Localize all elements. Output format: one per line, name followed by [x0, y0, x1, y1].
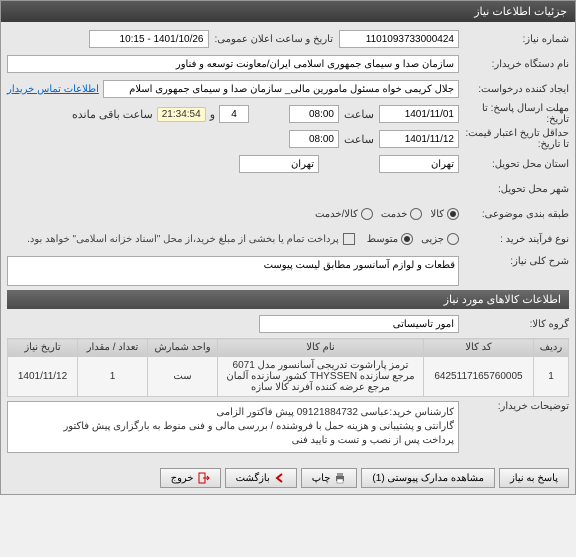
category-service-radio[interactable]: خدمت [381, 208, 423, 220]
remaining-days-input [219, 105, 249, 123]
th-code: کد کالا [424, 339, 534, 357]
window-titlebar: جزئیات اطلاعات نیاز [1, 1, 575, 22]
deadline-time-input [289, 105, 339, 123]
radio-icon [410, 208, 422, 220]
contact-link[interactable]: اطلاعات تماس خریدار [7, 84, 99, 95]
button-bar: پاسخ به نیاز مشاهده مدارک پیوستی (1) چاپ… [1, 462, 575, 494]
form-content: شماره نیاز: تاریخ و ساعت اعلان عمومی: نا… [1, 22, 575, 462]
main-window: جزئیات اطلاعات نیاز شماره نیاز: تاریخ و … [0, 0, 576, 495]
category-goods-service-radio[interactable]: کالا/خدمت [315, 208, 373, 220]
announce-datetime-label: تاریخ و ساعت اعلان عمومی: [209, 34, 340, 45]
payment-checkbox[interactable] [343, 233, 355, 245]
exit-icon [198, 472, 210, 484]
validity-label: حداقل تاریخ اعتبار قیمت: تا تاریخ: [459, 128, 569, 150]
remarks-label: توضیحات خریدار: [459, 401, 569, 412]
buyer-org-input [7, 55, 459, 73]
general-desc-textarea: قطعات و لوازم آسانسور مطابق لیست پیوست [7, 256, 459, 286]
radio-icon [361, 208, 373, 220]
general-desc-label: شرح کلی نیاز: [459, 256, 569, 267]
deadline-time-label: ساعت [339, 108, 379, 121]
requester-input [103, 80, 459, 98]
td-code: 6425117165760005 [424, 357, 534, 397]
print-button[interactable]: چاپ [301, 468, 358, 488]
td-date: 1401/11/12 [8, 357, 78, 397]
td-name: ترمز پاراشوت تدریجی آسانسور مدل 6071 مرج… [218, 357, 424, 397]
back-button[interactable]: بازگشت [225, 468, 297, 488]
td-unit: ست [148, 357, 218, 397]
th-date: تاریخ نیاز [8, 339, 78, 357]
goods-info-header: اطلاعات کالاهای مورد نیاز [7, 290, 569, 309]
deadline-label: مهلت ارسال پاسخ: تا تاریخ: [459, 103, 569, 125]
remarks-line2: گارانتی و پشتیبانی و هزینه حمل با فروشند… [12, 420, 454, 434]
th-name: نام کالا [218, 339, 424, 357]
payment-note: پرداخت تمام یا بخشی از مبلغ خرید،از محل … [27, 234, 339, 245]
delivery-city-label: شهر محل تحویل: [459, 184, 569, 195]
buyer-org-label: نام دستگاه خریدار: [459, 59, 569, 70]
remaining-sep: و [206, 108, 219, 121]
remaining-suffix: ساعت باقی مانده [72, 108, 157, 121]
th-unit: واحد شمارش [148, 339, 218, 357]
td-qty: 1 [78, 357, 148, 397]
validity-time-label: ساعت [339, 133, 379, 146]
remaining-time: 21:34:54 [157, 107, 206, 122]
need-number-label: شماره نیاز: [459, 34, 569, 45]
category-label: طبقه بندی موضوعی: [459, 209, 569, 220]
validity-date-input [379, 130, 459, 148]
category-goods-radio[interactable]: کالا [430, 208, 459, 220]
remarks-box: کارشناس خرید:عباسی 09121884732 پیش فاکتو… [7, 401, 459, 453]
back-icon [274, 472, 286, 484]
attachments-button[interactable]: مشاهده مدارک پیوستی (1) [361, 468, 495, 488]
radio-icon [447, 233, 459, 245]
table-header-row: ردیف کد کالا نام کالا واحد شمارش تعداد /… [8, 339, 569, 357]
print-icon [334, 472, 346, 484]
process-type-label: نوع فرآیند خرید : [459, 234, 569, 245]
radio-icon [401, 233, 413, 245]
location-province-input [379, 155, 459, 173]
location-label: استان محل تحویل: [459, 159, 569, 170]
th-qty: تعداد / مقدار [78, 339, 148, 357]
process-medium-radio[interactable]: متوسط [367, 233, 413, 245]
remarks-line1: کارشناس خرید:عباسی 09121884732 پیش فاکتو… [12, 406, 454, 420]
process-radio-group: جزیی متوسط [367, 233, 459, 245]
exit-button[interactable]: خروج [160, 468, 221, 488]
table-row[interactable]: 1 6425117165760005 ترمز پاراشوت تدریجی آ… [8, 357, 569, 397]
goods-group-label: گروه کالا: [459, 319, 569, 330]
remarks-line3: پرداخت پس از نصب و تست و تایید فنی [12, 434, 454, 448]
window-title: جزئیات اطلاعات نیاز [474, 6, 567, 18]
process-minor-radio[interactable]: جزیی [421, 233, 459, 245]
respond-button[interactable]: پاسخ به نیاز [499, 468, 569, 488]
goods-table: ردیف کد کالا نام کالا واحد شمارش تعداد /… [7, 338, 569, 397]
requester-label: ایجاد کننده درخواست: [459, 84, 569, 95]
announce-datetime-input [89, 30, 209, 48]
location-city-input [239, 155, 319, 173]
need-number-input [339, 30, 459, 48]
validity-time-input [289, 130, 339, 148]
th-row: ردیف [534, 339, 569, 357]
goods-group-input [259, 315, 459, 333]
deadline-date-input [379, 105, 459, 123]
td-row: 1 [534, 357, 569, 397]
category-radio-group: کالا خدمت کالا/خدمت [315, 208, 459, 220]
radio-icon [447, 208, 459, 220]
